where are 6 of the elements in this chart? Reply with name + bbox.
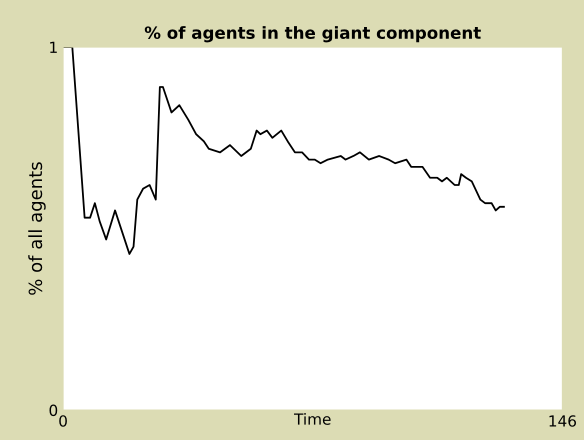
line-series xyxy=(63,47,505,255)
y-axis-title: % of all agents xyxy=(28,162,46,295)
y-tick-label: 1 xyxy=(50,42,57,53)
chart-title: % of agents in the giant component xyxy=(144,26,481,42)
x-tick-label: 146 xyxy=(549,415,576,427)
x-axis-title: Time xyxy=(294,413,331,425)
